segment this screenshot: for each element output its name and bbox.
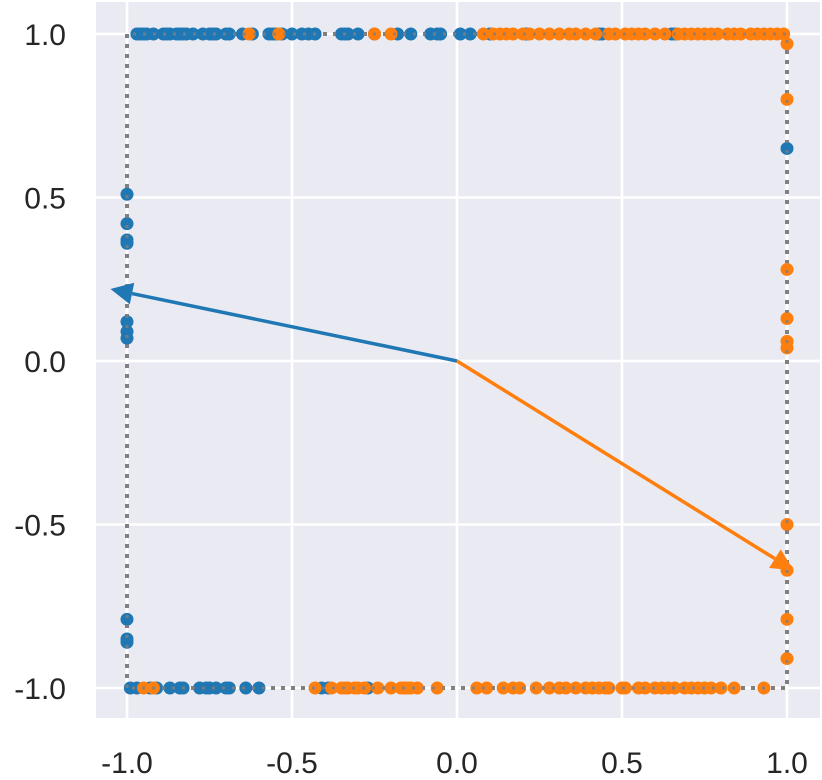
arrows	[110, 282, 794, 571]
blue-point	[252, 681, 266, 695]
orange-point	[780, 612, 794, 626]
blue-point	[239, 681, 253, 695]
blue-point	[120, 612, 134, 626]
blue-point	[222, 681, 236, 695]
blue-point	[120, 331, 134, 345]
blue-point	[780, 141, 794, 155]
orange-arrow-shaft	[456, 359, 776, 561]
blue-arrow-head	[110, 282, 135, 305]
orange-point	[780, 262, 794, 276]
x-tick-label: 1.0	[766, 747, 808, 780]
orange-point	[371, 681, 385, 695]
blue-point	[434, 27, 447, 41]
x-tick-label: 0.0	[436, 747, 478, 780]
orange-point	[780, 311, 794, 325]
orange-point	[602, 681, 616, 695]
x-tick-label: 0.5	[601, 747, 643, 780]
orange-point	[325, 681, 339, 695]
x-axis-tick-labels: -1.0 -0.5 0.0 0.5 1.0	[101, 747, 808, 780]
blue-point	[209, 681, 223, 695]
x-tick-label: -0.5	[266, 747, 318, 780]
orange-point	[513, 681, 527, 695]
blue-point	[453, 27, 467, 41]
y-tick-label: 0.0	[24, 346, 66, 379]
blue-point	[463, 27, 477, 41]
orange-point	[523, 27, 537, 41]
orange-point	[384, 27, 398, 41]
blue-point	[222, 27, 236, 41]
blue-point	[351, 27, 365, 41]
blue-arrow-shaft	[131, 291, 458, 363]
orange-point	[470, 681, 484, 695]
blue-point	[120, 315, 134, 329]
y-tick-label: 1.0	[24, 19, 66, 52]
y-tick-label: 0.5	[24, 183, 66, 216]
orange-point	[638, 681, 652, 695]
orange-point	[559, 681, 573, 695]
blue-point	[285, 27, 299, 41]
blue-point	[120, 217, 134, 231]
orange-point	[384, 681, 398, 695]
orange-point	[308, 681, 322, 695]
data-points	[120, 27, 794, 695]
blue-point	[163, 681, 177, 695]
x-tick-label: -1.0	[101, 747, 153, 780]
blue-point	[209, 27, 223, 41]
orange-point	[618, 681, 632, 695]
orange-point	[542, 681, 556, 695]
orange-point	[704, 681, 718, 695]
orange-point	[410, 681, 424, 695]
blue-point	[120, 187, 134, 201]
orange-point	[780, 341, 794, 355]
orange-point	[529, 681, 543, 695]
orange-point	[533, 27, 546, 41]
orange-point	[780, 652, 794, 666]
orange-arrow-head	[769, 549, 794, 571]
orange-point	[714, 681, 728, 695]
orange-point	[780, 37, 794, 51]
orange-point	[552, 27, 566, 41]
blue-point	[341, 27, 355, 41]
orange-point	[542, 27, 556, 41]
orange-point	[272, 27, 286, 41]
blue-point	[120, 236, 134, 250]
y-tick-label: -1.0	[14, 673, 66, 706]
orange-point	[480, 681, 494, 695]
orange-point	[711, 27, 725, 41]
blue-point	[404, 27, 418, 41]
orange-point	[780, 518, 794, 531]
blue-point	[120, 635, 134, 649]
orange-point	[569, 681, 583, 695]
orange-point	[734, 27, 748, 41]
y-axis-tick-labels: 1.0 0.5 0.0 -0.5 -1.0	[14, 19, 66, 706]
orange-point	[242, 27, 256, 41]
y-tick-label: -0.5	[14, 510, 66, 543]
orange-point	[430, 681, 444, 695]
orange-point	[780, 92, 794, 106]
